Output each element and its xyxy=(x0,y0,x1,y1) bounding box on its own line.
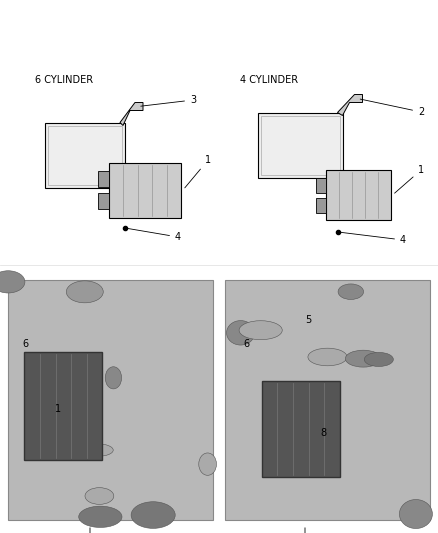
Text: 6: 6 xyxy=(22,339,28,349)
FancyBboxPatch shape xyxy=(109,163,181,217)
Text: 1: 1 xyxy=(395,165,424,193)
Text: 4 CYLINDER: 4 CYLINDER xyxy=(240,75,298,85)
Bar xyxy=(25,352,102,460)
Bar xyxy=(98,193,109,209)
Polygon shape xyxy=(338,94,363,116)
Ellipse shape xyxy=(399,499,432,529)
Ellipse shape xyxy=(85,488,114,504)
Text: 1: 1 xyxy=(55,404,61,414)
Bar xyxy=(262,381,340,477)
Text: 4: 4 xyxy=(128,229,181,242)
Ellipse shape xyxy=(345,350,381,367)
Ellipse shape xyxy=(279,448,297,466)
Text: 1: 1 xyxy=(185,155,211,188)
Ellipse shape xyxy=(105,367,122,389)
Text: 7: 7 xyxy=(302,528,308,533)
Text: 7: 7 xyxy=(87,528,93,533)
Ellipse shape xyxy=(338,284,364,300)
Ellipse shape xyxy=(239,321,282,340)
Text: 4: 4 xyxy=(341,232,406,245)
FancyBboxPatch shape xyxy=(258,112,343,177)
Ellipse shape xyxy=(79,506,122,528)
Bar xyxy=(316,198,325,213)
FancyBboxPatch shape xyxy=(325,170,391,220)
Ellipse shape xyxy=(226,320,255,345)
Ellipse shape xyxy=(131,502,175,528)
Text: 3: 3 xyxy=(141,95,196,106)
Text: 2: 2 xyxy=(360,99,424,117)
Ellipse shape xyxy=(308,348,347,366)
Bar xyxy=(8,280,213,520)
Polygon shape xyxy=(120,102,143,125)
Text: 6: 6 xyxy=(243,339,249,349)
Ellipse shape xyxy=(66,281,103,303)
FancyBboxPatch shape xyxy=(45,123,125,188)
Bar xyxy=(225,280,430,520)
Text: 8: 8 xyxy=(320,428,326,438)
Ellipse shape xyxy=(80,443,113,456)
Bar xyxy=(316,177,325,192)
Ellipse shape xyxy=(199,453,216,475)
Text: 5: 5 xyxy=(305,315,311,325)
Bar xyxy=(98,171,109,187)
Ellipse shape xyxy=(0,271,25,293)
Ellipse shape xyxy=(364,352,393,367)
Text: 6 CYLINDER: 6 CYLINDER xyxy=(35,75,93,85)
